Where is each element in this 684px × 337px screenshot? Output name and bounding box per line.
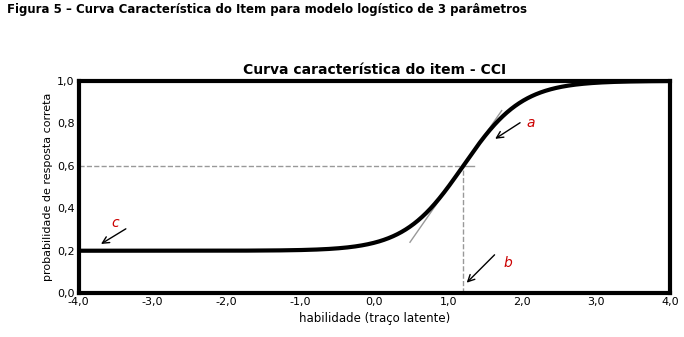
X-axis label: habilidade (traço latente): habilidade (traço latente) (299, 311, 450, 325)
Text: c: c (111, 216, 119, 230)
Text: b: b (504, 256, 513, 271)
Text: a: a (526, 116, 535, 130)
Y-axis label: probabilidade de resposta correta: probabilidade de resposta correta (42, 93, 53, 281)
Title: Curva característica do item - CCI: Curva característica do item - CCI (243, 63, 506, 77)
Text: Figura 5 – Curva Característica do Item para modelo logístico de 3 parâmetros: Figura 5 – Curva Característica do Item … (7, 3, 527, 17)
